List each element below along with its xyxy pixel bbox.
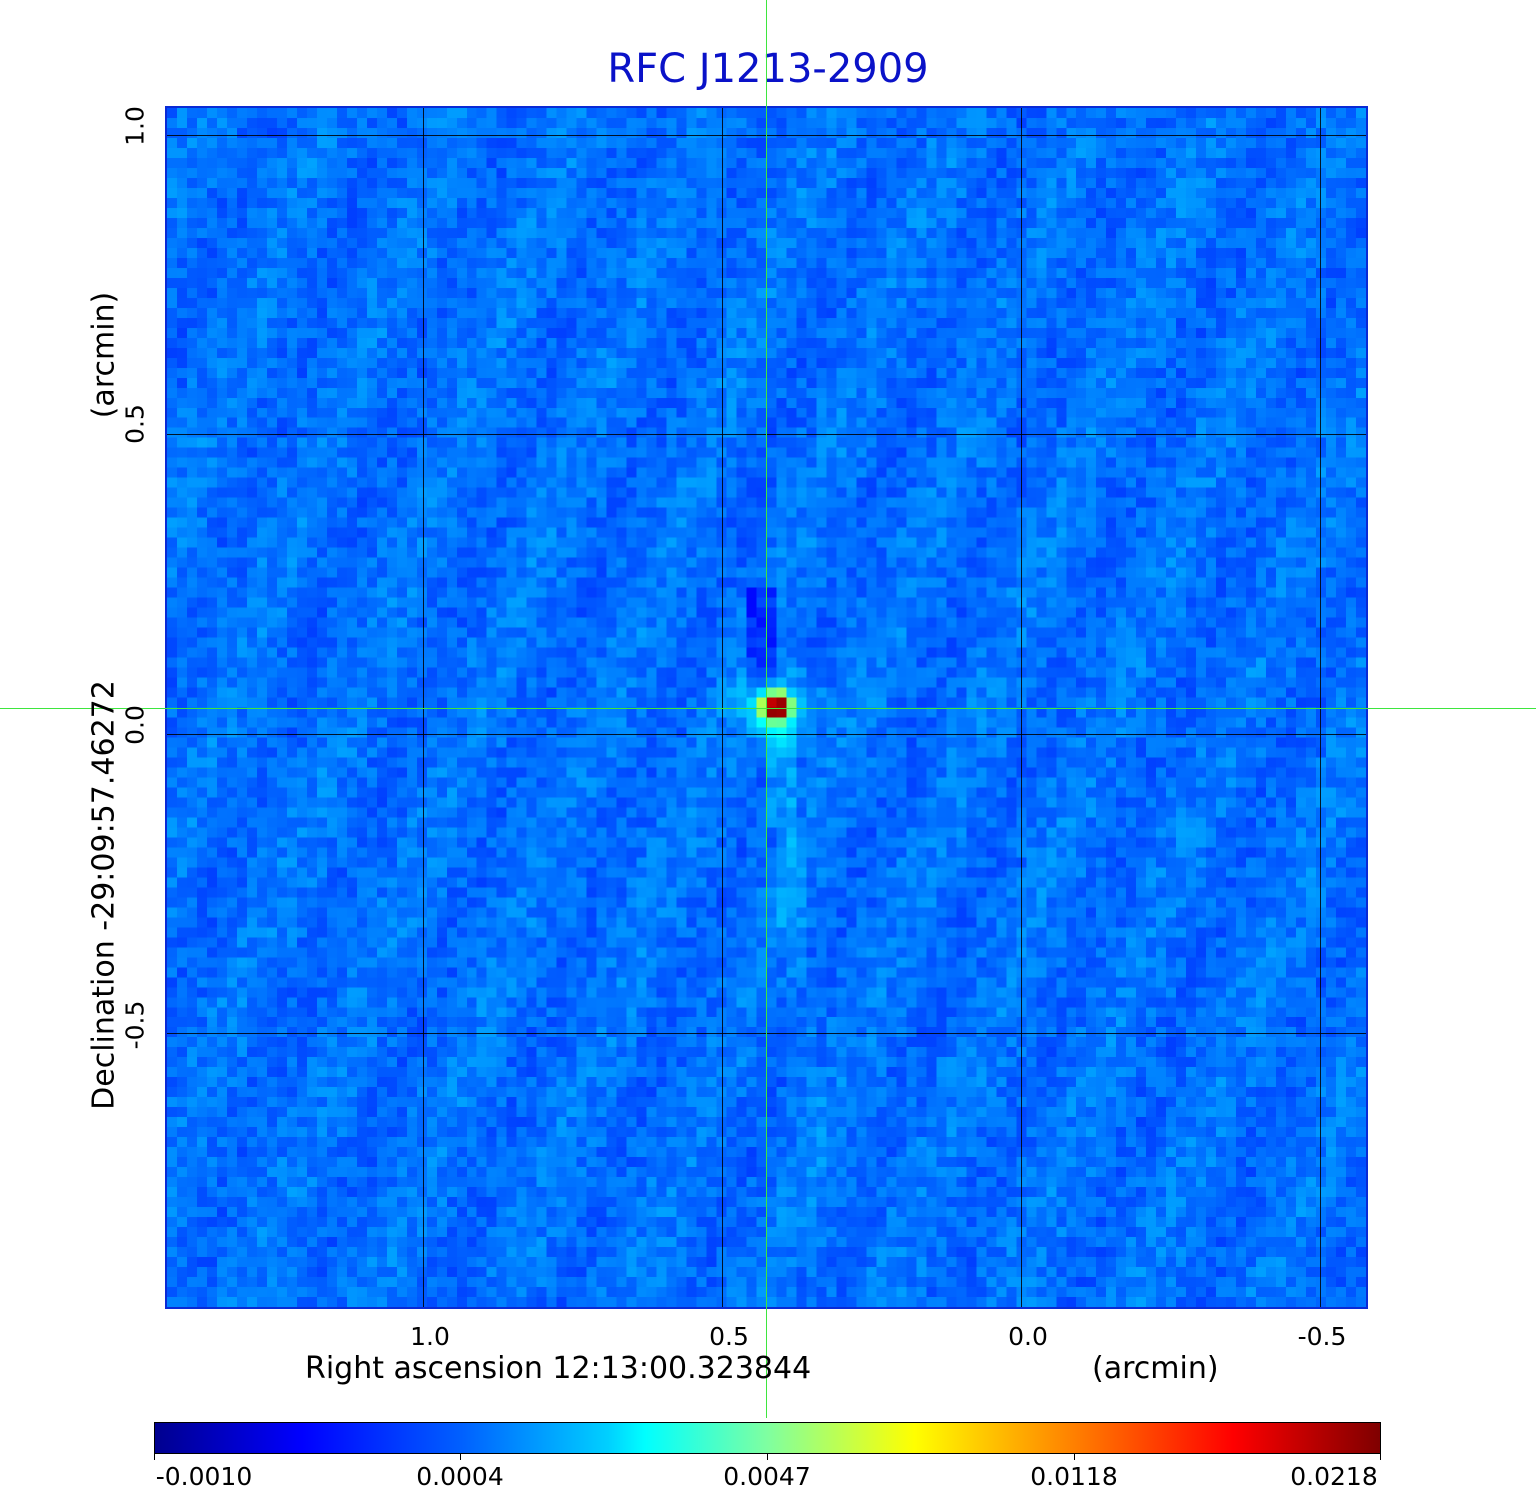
grid-line-ra-0.0 [1021, 108, 1022, 1307]
grid-line-ra-0.5 [722, 108, 723, 1307]
grid-line-ra-1.0 [423, 108, 424, 1307]
colorbar-label: 0.0004 [416, 1462, 504, 1491]
y-tick-label: 0.5 [120, 404, 150, 444]
x-tick-label: -0.5 [1297, 1322, 1347, 1351]
x-tick-label: 1.0 [410, 1322, 450, 1351]
y-axis-label: Declination -29:09:57.46272 [86, 680, 122, 1110]
colorbar-tick [154, 1454, 155, 1460]
colorbar-tick [767, 1454, 768, 1460]
x-tick-label: 0.0 [1008, 1322, 1048, 1351]
colorbar-label: 0.0218 [1290, 1462, 1378, 1491]
y-tick-label: 1.0 [120, 106, 150, 146]
y-tick-label: 0.0 [120, 705, 150, 745]
x-tick-label: 0.5 [709, 1322, 749, 1351]
colorbar-tick [1074, 1454, 1075, 1460]
colorbar-label: -0.0010 [155, 1462, 253, 1491]
colorbar-tick [1380, 1454, 1381, 1460]
colorbar [154, 1422, 1381, 1454]
plot-title: RFC J1213-2909 [607, 46, 929, 92]
colorbar-label: 0.0047 [723, 1462, 811, 1491]
x-axis-unit: (arcmin) [1092, 1351, 1219, 1386]
crosshair-horizontal [0, 708, 1536, 709]
y-tick-label: -0.5 [120, 1000, 150, 1050]
grid-line-ra-minus-0.5 [1320, 108, 1321, 1307]
colorbar-tick [460, 1454, 461, 1460]
crosshair-vertical [766, 0, 767, 1418]
colorbar-label: 0.0118 [1030, 1462, 1118, 1491]
y-axis-unit: (arcmin) [86, 291, 122, 419]
x-axis-label: Right ascension 12:13:00.323844 [305, 1351, 812, 1386]
